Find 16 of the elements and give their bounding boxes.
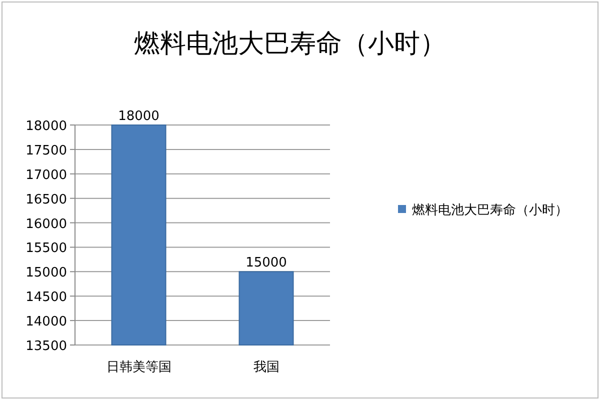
chart-title: 燃料电池大巴寿命（小时）	[134, 29, 446, 59]
y-tick-label: 17000	[26, 168, 67, 183]
legend-label: 燃料电池大巴寿命（小时）	[412, 203, 568, 218]
y-tick-label: 16500	[26, 192, 67, 208]
data-label: 18000	[118, 109, 160, 124]
data-label: 15000	[246, 256, 287, 271]
y-tick-label: 15500	[26, 241, 67, 256]
y-tick-label: 17500	[26, 143, 67, 158]
y-tick-label: 18000	[26, 119, 67, 134]
x-tick-label: 日韩美等国	[106, 359, 172, 375]
y-tick-label: 14500	[26, 290, 67, 306]
y-tick-label: 13500	[26, 339, 67, 354]
y-tick-label: 14000	[26, 314, 67, 330]
y-tick-label: 15000	[26, 266, 67, 281]
y-tick-label: 16000	[26, 216, 67, 232]
x-tick-label: 我国	[253, 360, 280, 375]
